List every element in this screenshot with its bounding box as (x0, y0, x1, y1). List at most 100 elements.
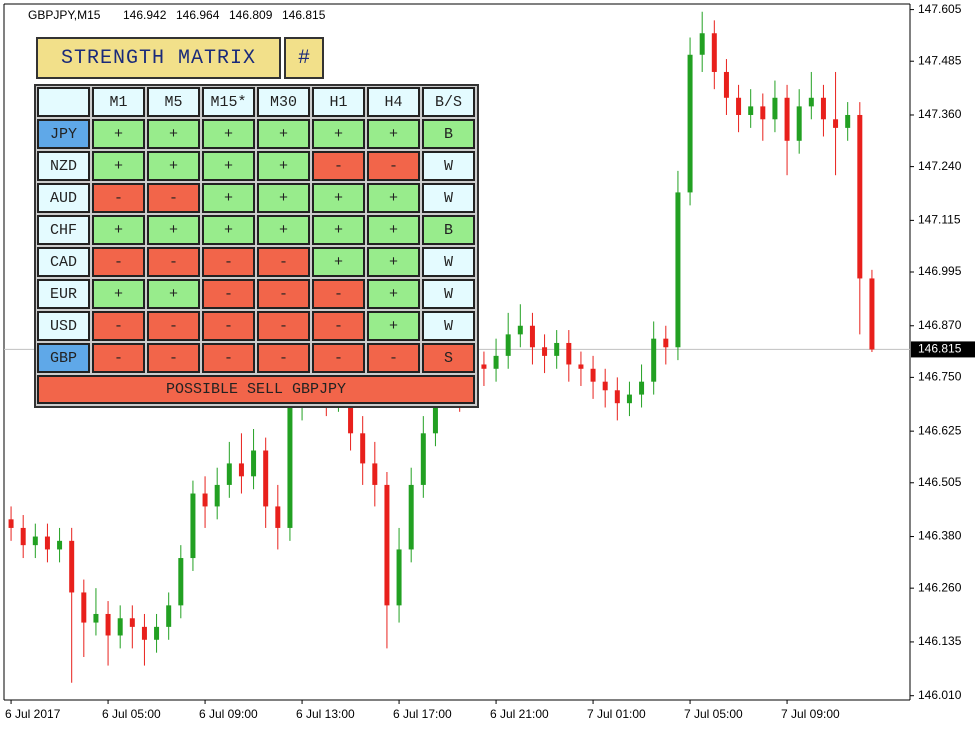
matrix-cell: - (257, 279, 310, 309)
matrix-cell: - (257, 311, 310, 341)
matrix-cell: B (422, 215, 475, 245)
matrix-cell: W (422, 183, 475, 213)
quote: 146.809 (229, 8, 273, 22)
candle-body (663, 338, 669, 348)
matrix-cell: - (92, 183, 145, 213)
matrix-cell: + (202, 119, 255, 149)
matrix-cell: + (92, 119, 145, 149)
candle-body (141, 626, 147, 640)
matrix-cell: + (92, 151, 145, 181)
candle-body (736, 97, 742, 115)
matrix-cell: - (367, 151, 420, 181)
candle-body (687, 54, 693, 193)
candle-body (845, 114, 851, 128)
matrix-cell: + (257, 183, 310, 213)
y-tick-label: 146.135 (918, 634, 962, 648)
candle-body (493, 355, 499, 369)
row-label: JPY (37, 119, 90, 149)
matrix-cell: + (92, 279, 145, 309)
quote: 146.815 (282, 8, 326, 22)
column-header: M5 (147, 87, 200, 117)
matrix-cell: W (422, 151, 475, 181)
matrix-footer: POSSIBLE SELL GBPJPY (37, 375, 475, 404)
y-tick-label: 147.240 (918, 159, 962, 173)
candle-body (81, 592, 87, 623)
column-header: B/S (422, 87, 475, 117)
candle-body (105, 613, 111, 636)
matrix-cell: W (422, 247, 475, 277)
candle-body (784, 97, 790, 141)
row-label: EUR (37, 279, 90, 309)
matrix-cell: + (92, 215, 145, 245)
matrix-cell: + (367, 215, 420, 245)
symbol: GBPJPY,M15 (28, 8, 101, 22)
candle-body (626, 394, 632, 404)
matrix-cell: - (92, 247, 145, 277)
candle-body (869, 278, 875, 350)
y-tick-label: 147.360 (918, 107, 962, 121)
y-tick-label: 146.010 (918, 688, 962, 702)
column-header: M30 (257, 87, 310, 117)
x-tick-label: 6 Jul 21:00 (490, 707, 549, 721)
matrix-cell: + (367, 119, 420, 149)
candle-body (154, 626, 160, 640)
row-label: USD (37, 311, 90, 341)
candle-body (190, 493, 196, 559)
candle-body (20, 527, 26, 546)
column-header: M15* (202, 87, 255, 117)
matrix-cell: + (257, 151, 310, 181)
matrix-button[interactable]: # (284, 37, 324, 79)
matrix-cell: + (367, 183, 420, 213)
candle-body (566, 342, 572, 365)
matrix-cell: - (367, 343, 420, 373)
matrix-cell: + (257, 215, 310, 245)
x-tick-label: 7 Jul 05:00 (684, 707, 743, 721)
x-tick-label: 6 Jul 09:00 (199, 707, 258, 721)
matrix-cell: - (147, 343, 200, 373)
candle-body (32, 536, 38, 546)
candle-body (505, 334, 511, 356)
candle-body (723, 71, 729, 98)
candle-body (348, 385, 354, 434)
candle-body (202, 493, 208, 507)
x-tick-label: 6 Jul 05:00 (102, 707, 161, 721)
candle-body (287, 407, 293, 528)
candle-body (69, 540, 75, 593)
x-tick-label: 7 Jul 01:00 (587, 707, 646, 721)
matrix-title: STRENGTH MATRIX (36, 37, 281, 79)
candle-body (699, 33, 705, 55)
candle-body (226, 463, 232, 485)
candle-body (796, 106, 802, 141)
candle-body (432, 390, 438, 434)
candle-body (857, 114, 863, 279)
candle-body (384, 484, 390, 606)
candle-body (166, 605, 172, 627)
matrix-cell: S (422, 343, 475, 373)
candle-body (711, 33, 717, 72)
matrix-cell: + (147, 215, 200, 245)
header-cell (37, 87, 90, 117)
matrix-cell: - (257, 247, 310, 277)
y-tick-label: 147.485 (918, 53, 962, 67)
row-label: CHF (37, 215, 90, 245)
y-tick-label: 146.870 (918, 318, 962, 332)
candle-body (554, 342, 560, 356)
x-tick-label: 6 Jul 2017 (5, 707, 61, 721)
matrix-cell: B (422, 119, 475, 149)
matrix-cell: - (147, 247, 200, 277)
matrix-cell: - (312, 151, 365, 181)
candle-body (44, 536, 50, 550)
matrix-cell: - (257, 343, 310, 373)
candle-body (251, 450, 257, 477)
candle-body (360, 433, 366, 464)
y-tick-label: 146.505 (918, 475, 962, 489)
candle-body (820, 97, 826, 120)
matrix-cell: + (202, 183, 255, 213)
row-label: GBP (37, 343, 90, 373)
candle-body (420, 433, 426, 485)
candle-body (602, 381, 608, 391)
column-header: M1 (92, 87, 145, 117)
price-tag (911, 341, 975, 358)
